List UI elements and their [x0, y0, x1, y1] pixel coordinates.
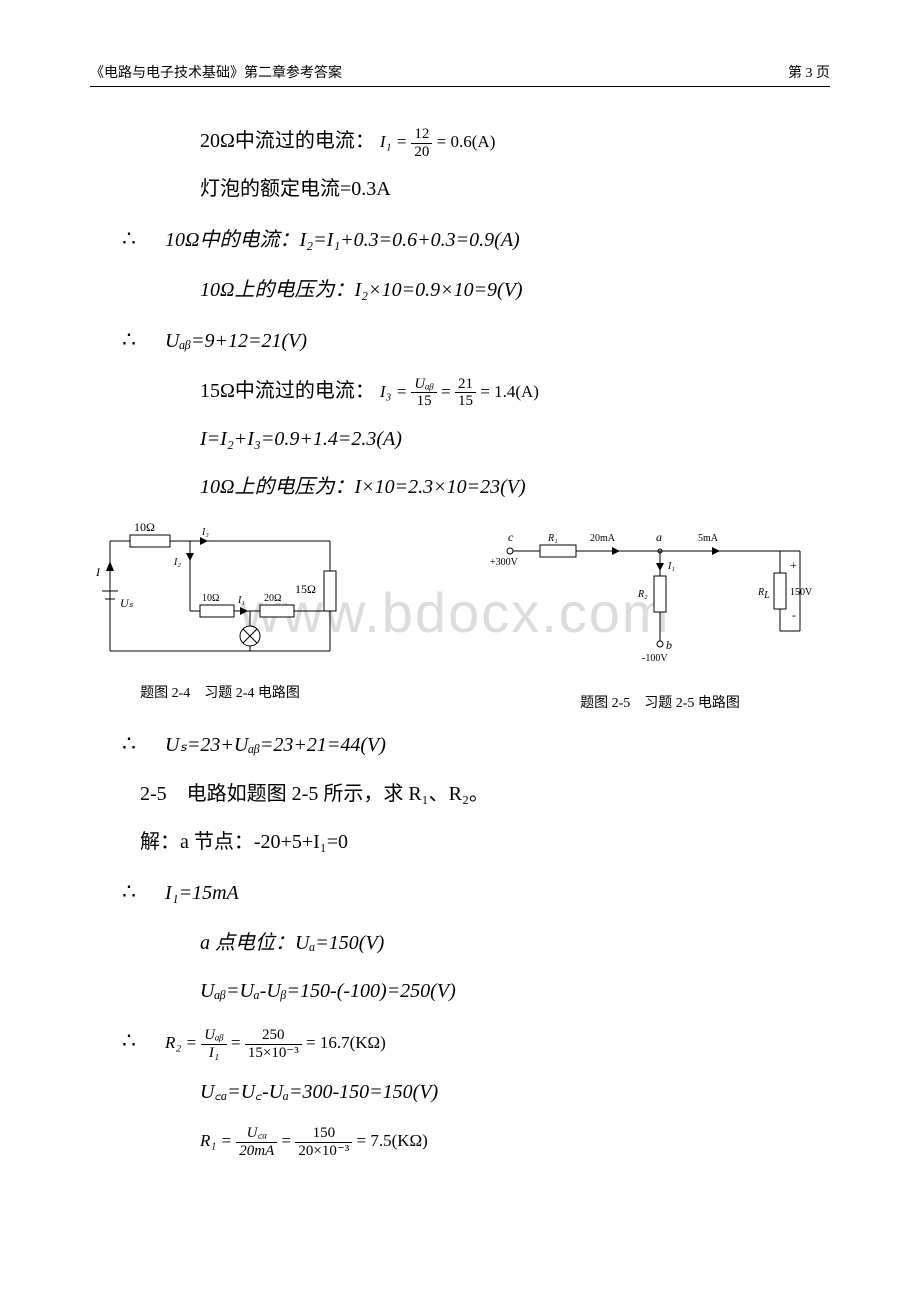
figure-2-4-caption: 题图 2-4 习题 2-4 电路图	[90, 682, 350, 702]
line-13: a 点电位：Uₐ=150(V)	[200, 919, 830, 967]
line-1: 20Ω中流过的电流： I₁ = 1220 = 0.6(A)	[200, 117, 830, 165]
line-16: U꜀ₐ=U꜀-Uₐ=300-150=150(V)	[200, 1068, 830, 1116]
label-r-top: 10Ω	[134, 521, 155, 534]
label-I: I	[95, 565, 101, 579]
header-left: 《电路与电子技术基础》第二章参考答案	[90, 62, 342, 82]
line-4: 10Ω上的电压为：I₂×10=0.9×10=9(V)	[200, 266, 830, 314]
line-15: R₂ = UₐᵦI₁ = 25015×10⁻³ = 16.7(KΩ)	[160, 1015, 830, 1068]
label-plus: +	[790, 558, 797, 572]
figure-2-4: 10Ω 15Ω Uₛ I I₂ I₃	[90, 521, 350, 712]
line-9: Uₛ=23+Uₐᵦ=23+21=44(V)	[160, 718, 830, 771]
line-11: 解：a 节点：-20+5+I₁=0	[140, 818, 830, 866]
figures-row: 10Ω 15Ω Uₛ I I₂ I₃	[90, 521, 830, 712]
line-12: I₁=15mA	[160, 866, 830, 919]
label-I1: I₁	[237, 595, 245, 606]
label-5mA: 5mA	[698, 533, 719, 544]
label-20mA: 20mA	[590, 533, 616, 544]
label-R1: R₁	[547, 533, 558, 544]
circuit-2-4: 10Ω 15Ω Uₛ I I₂ I₃	[90, 521, 350, 671]
label-I1-fig25: I₁	[667, 561, 675, 572]
figure-2-5: c +300V R₁ 20mA a 5mA I₁	[490, 521, 830, 712]
circuit-2-5: c +300V R₁ 20mA a 5mA I₁	[490, 521, 830, 681]
eq-6: I₃ = Uₐᵦ15 = 2115 = 1.4(A)	[380, 382, 539, 401]
label-RL: RL	[757, 587, 770, 601]
label-r-right: 15Ω	[295, 582, 316, 596]
label-I2: I₂	[173, 557, 181, 568]
label-I3: I₃	[201, 527, 209, 538]
line-7: I=I₂+I₃=0.9+1.4=2.3(A)	[200, 415, 830, 463]
label-vc: +300V	[490, 557, 519, 568]
eq-1: I₁ = 1220 = 0.6(A)	[380, 132, 495, 151]
line-5: Uₐᵦ=9+12=21(V)	[160, 314, 830, 367]
line-6: 15Ω中流过的电流： I₃ = Uₐᵦ15 = 2115 = 1.4(A)	[200, 367, 830, 415]
label-us: Uₛ	[120, 596, 134, 610]
line-14: Uₐᵦ=Uₐ-Uᵦ=150-(-100)=250(V)	[200, 967, 830, 1015]
line-2: 灯泡的额定电流=0.3A	[200, 165, 830, 213]
label-c: c	[508, 530, 514, 544]
label-r-mid: 10Ω	[202, 593, 219, 604]
line-8: 10Ω上的电压为：I×10=2.3×10=23(V)	[200, 463, 830, 511]
line-17: R₁ = U꜀ₐ20mA = 15020×10⁻³ = 7.5(KΩ)	[200, 1116, 830, 1164]
label-150V: 150V	[790, 587, 813, 598]
line-10: 2-5 电路如题图 2-5 所示，求 R₁、R₂。	[140, 770, 830, 818]
label-b: b	[666, 638, 672, 652]
label-a: a	[656, 530, 662, 544]
page: 《电路与电子技术基础》第二章参考答案 第 3 页 20Ω中流过的电流： I₁ =…	[0, 0, 920, 1224]
label-vb: -100V	[642, 653, 668, 664]
figure-2-5-caption: 题图 2-5 习题 2-5 电路图	[490, 692, 830, 712]
label-minus: -	[792, 608, 796, 622]
label-r-bot: 20Ω	[264, 593, 281, 604]
line-3: 10Ω中的电流：I₂=I₁+0.3=0.6+0.3=0.9(A)	[160, 213, 830, 266]
header-right: 第 3 页	[788, 62, 830, 82]
header: 《电路与电子技术基础》第二章参考答案 第 3 页	[90, 62, 830, 87]
label-R2: R₂	[637, 589, 648, 600]
